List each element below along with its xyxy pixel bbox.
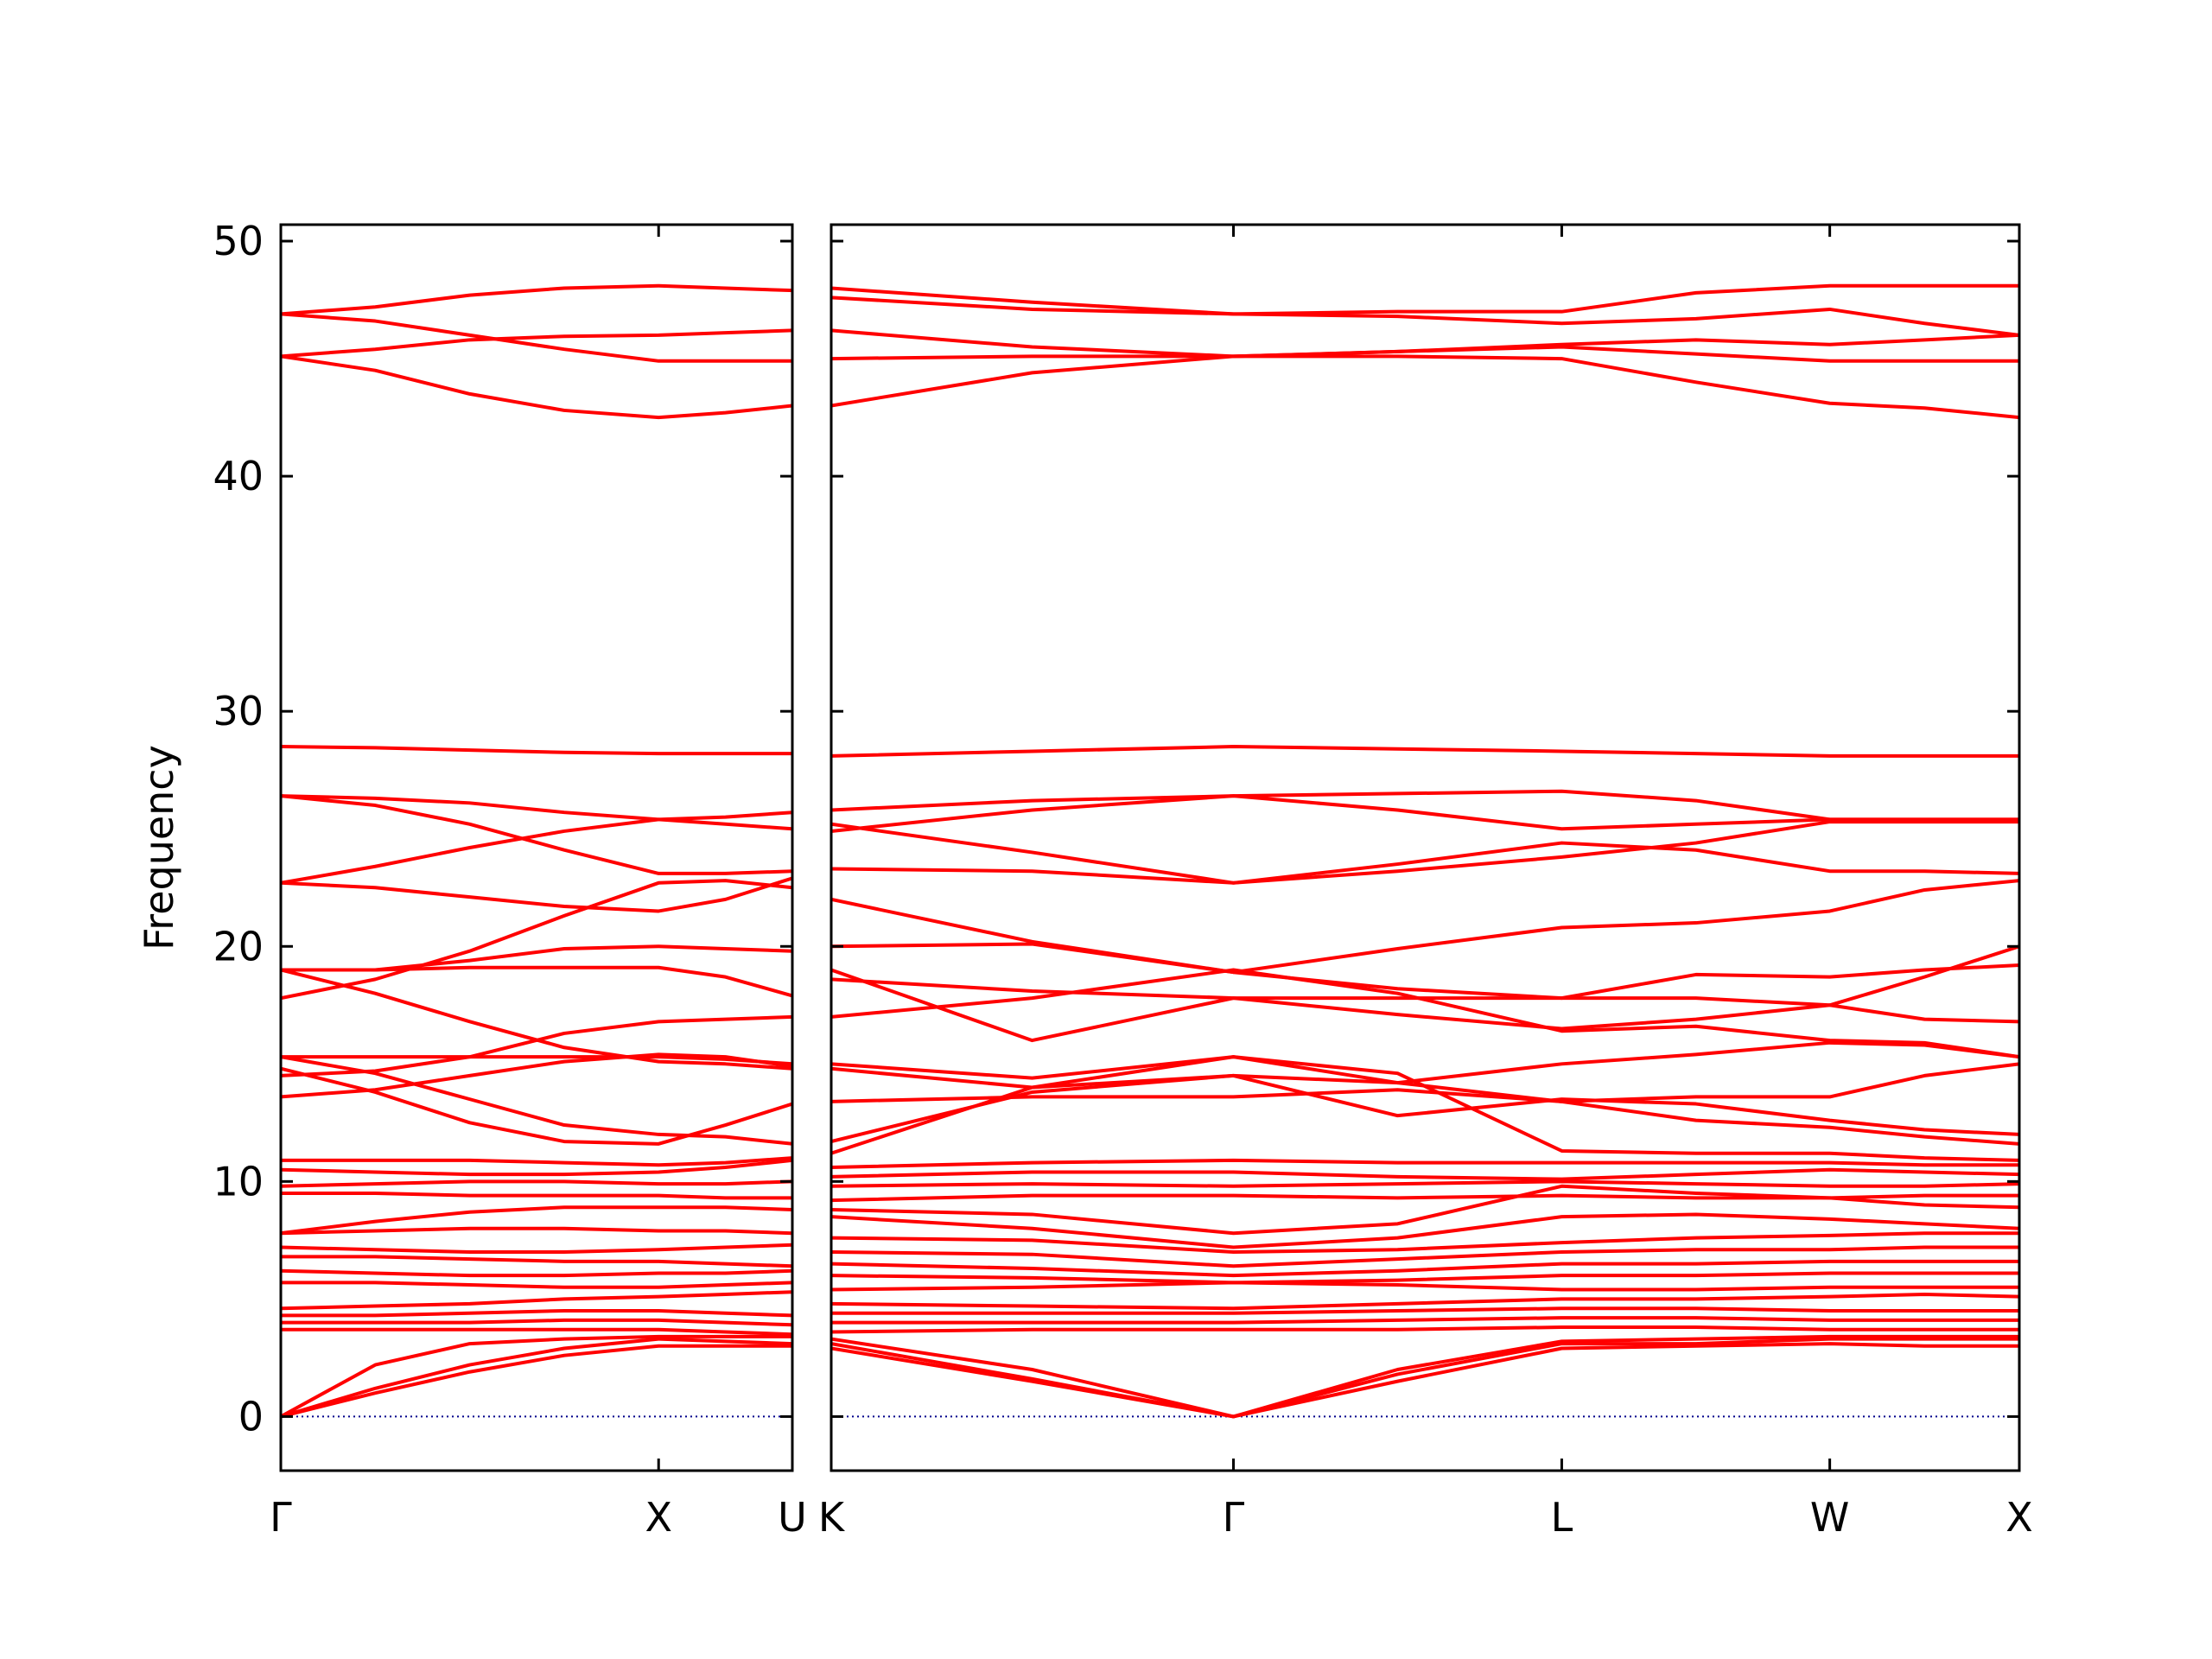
band-line (281, 354, 792, 420)
x-tick-label: U (778, 1494, 807, 1541)
band-line (281, 876, 792, 913)
x-tick-label: W (1810, 1494, 1849, 1541)
band-line (831, 794, 2019, 833)
band-line (831, 789, 2019, 822)
band-line (281, 1344, 792, 1419)
band-line (281, 1158, 792, 1177)
band-line (831, 1040, 2019, 1090)
x-tick-label: Γ (270, 1494, 292, 1541)
band-line (281, 1337, 792, 1419)
band-line (831, 820, 2019, 885)
band-line (831, 1281, 2019, 1292)
band-line (831, 1231, 2019, 1254)
band-line (831, 354, 2019, 420)
y-tick-label: 20 (213, 923, 264, 969)
band-line (831, 968, 2019, 1059)
band-line (281, 1226, 792, 1236)
band-line (831, 1055, 2019, 1162)
band-line (831, 1271, 2019, 1285)
band-line (831, 745, 2019, 758)
band-line (831, 879, 2019, 975)
band-line (831, 1316, 2019, 1325)
band-line (831, 1088, 2019, 1146)
band-line (831, 1193, 2019, 1203)
band-line (281, 944, 792, 972)
y-tick-label: 50 (213, 218, 264, 264)
band-line (831, 1073, 2019, 1144)
band-line (281, 328, 792, 359)
band-line (281, 1308, 792, 1318)
band-line (281, 1243, 792, 1254)
band-line (831, 1337, 2019, 1419)
band-line (831, 1325, 2019, 1334)
y-axis-label: Frequency (136, 745, 182, 950)
band-line (831, 942, 2019, 1024)
band-line (281, 1327, 792, 1337)
band-line (281, 745, 792, 756)
plot-area (831, 283, 2019, 1419)
x-tick-label: X (645, 1494, 672, 1541)
band-line (281, 794, 792, 822)
band-line (281, 794, 792, 875)
band-line (281, 1268, 792, 1278)
band-line (281, 312, 792, 363)
y-tick-label: 10 (213, 1158, 264, 1205)
band-line (281, 1055, 792, 1066)
band-line (831, 296, 2019, 337)
band-line (831, 328, 2019, 359)
plot-area (281, 283, 792, 1419)
band-line (281, 1052, 792, 1099)
x-tick-label: Γ (1223, 1494, 1245, 1541)
band-line (831, 1179, 2019, 1188)
axes-frame (830, 223, 2021, 1472)
band-line (281, 1318, 792, 1327)
band-line (281, 1334, 792, 1419)
band-line (281, 283, 792, 316)
band-line (831, 345, 2019, 408)
band-line (831, 1306, 2019, 1315)
band-line (281, 1205, 792, 1236)
x-tick-label: K (818, 1494, 846, 1541)
band-line (831, 1184, 2019, 1236)
band-line (831, 1292, 2019, 1311)
band-line (281, 1055, 792, 1146)
y-tick-label: 0 (238, 1393, 264, 1440)
band-line (831, 1259, 2019, 1278)
band-line (831, 822, 2019, 885)
band-line (831, 1342, 2019, 1419)
band-line (281, 1179, 792, 1188)
band-line (281, 817, 792, 885)
x-tick-label: X (2005, 1494, 2033, 1541)
band-line (281, 1191, 792, 1200)
axes-frame (279, 223, 794, 1472)
band-line (281, 1066, 792, 1146)
band-line (831, 283, 2019, 316)
x-tick-label: L (1551, 1494, 1573, 1541)
band-line (831, 1334, 2019, 1419)
band-line (831, 1158, 2019, 1170)
band-line (831, 944, 2019, 1031)
y-tick-label: 40 (213, 453, 264, 499)
band-line (281, 1014, 792, 1077)
band-line (281, 968, 792, 1071)
band-line (831, 963, 2019, 1043)
band-line (281, 1156, 792, 1167)
band-line (281, 879, 792, 1001)
band-line (281, 1281, 792, 1289)
band-line (281, 1255, 792, 1268)
y-tick-label: 30 (213, 688, 264, 734)
band-line (831, 1245, 2019, 1268)
band-line (831, 1212, 2019, 1249)
band-line (831, 1167, 2019, 1181)
band-line (281, 1290, 792, 1311)
